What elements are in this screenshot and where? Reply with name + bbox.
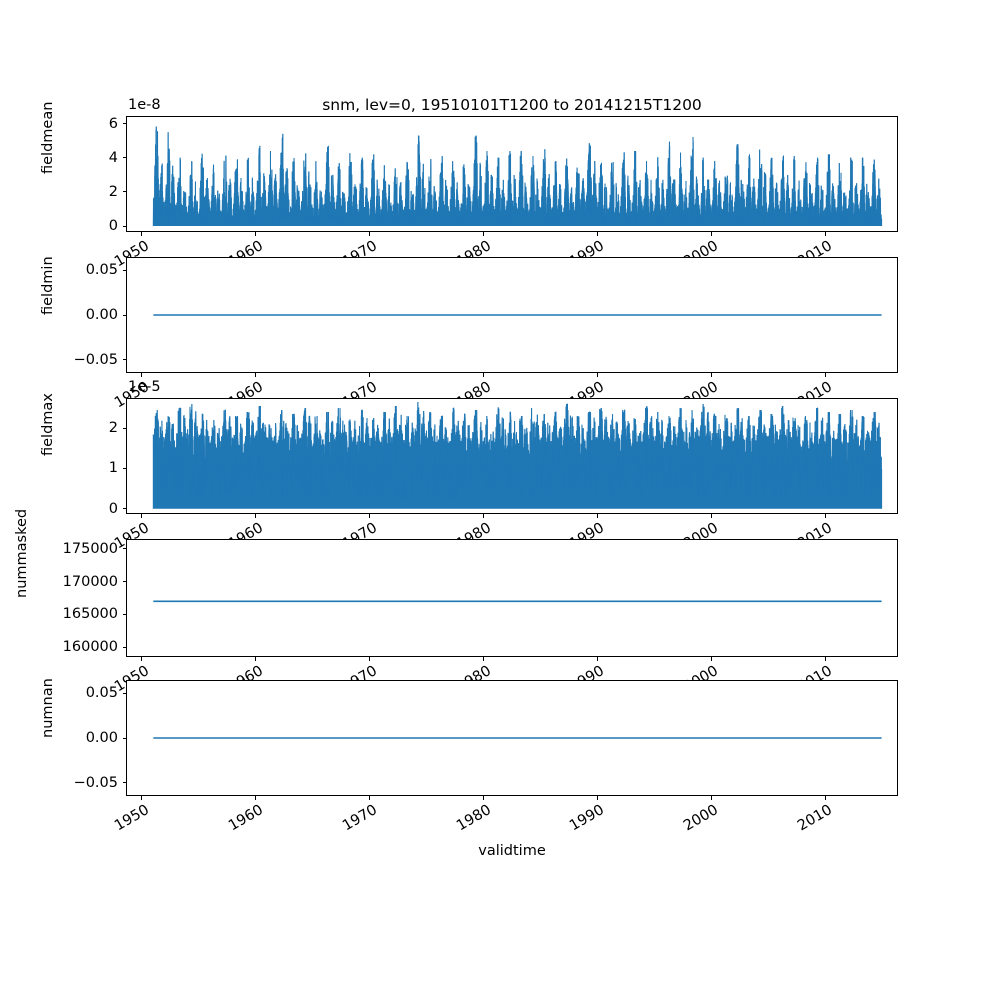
y-axis-offset-text: 1e-5	[128, 379, 161, 395]
axes-frame-nummasked	[126, 539, 898, 657]
y-tick-label: 0.05	[85, 262, 118, 279]
y-tick-label: 0.00	[85, 730, 118, 746]
subplot-fieldmin: −0.05 0.00 0.05 fieldmin 1950 1960 1970 1980 199…	[40, 256, 898, 411]
y-tick-mark	[122, 225, 126, 227]
x-tick-mark	[369, 657, 371, 661]
x-tick-mark	[141, 514, 143, 518]
x-tick-mark	[596, 514, 598, 518]
y-tick-label: 170000	[62, 573, 118, 590]
x-tick-mark	[483, 514, 485, 518]
data-line-fieldmean	[152, 126, 883, 227]
x-tick-label: 1970	[339, 802, 380, 835]
y-tick-label: 2	[108, 420, 118, 437]
x-tick-mark	[141, 657, 143, 661]
y-tick-mark	[122, 581, 126, 583]
data-line-fieldmin	[153, 314, 882, 316]
x-tick-mark	[824, 657, 826, 661]
y-tick-mark	[122, 548, 126, 550]
subplot-fieldmean: 0 2 4 6 1e-8 fieldmean 1950 1960 1970 1980 1990 200…	[40, 97, 898, 270]
x-tick-mark	[824, 514, 826, 518]
y-tick-label: 0	[108, 500, 118, 517]
y-tick-mark	[122, 157, 126, 159]
y-tick-mark	[122, 782, 126, 784]
x-tick-mark	[824, 232, 826, 236]
x-tick-mark	[141, 232, 143, 236]
y-tick-mark	[122, 646, 126, 648]
subplot-numnan: −0.05 0.00 0.05 numnan 1950 1960 1970 1980 1990 2…	[40, 678, 898, 834]
y-tick-mark	[122, 467, 126, 469]
figure-title: snm, lev=0, 19510101T1200 to 20141215T12…	[322, 96, 702, 114]
x-tick-label: 1950	[111, 802, 152, 835]
y-tick-label: 165000	[62, 606, 118, 623]
y-tick-label: 175000	[62, 540, 118, 557]
y-tick-label: 0	[108, 218, 118, 235]
y-axis-offset-text: 1e-8	[128, 97, 161, 113]
x-tick-mark	[596, 796, 598, 800]
y-tick-mark	[122, 427, 126, 429]
y-tick-mark	[122, 123, 126, 125]
x-tick-label: 1980	[453, 802, 494, 835]
y-tick-label: 0.00	[85, 307, 118, 323]
x-tick-mark	[483, 373, 485, 377]
y-tick-label: −0.05	[73, 774, 118, 791]
x-tick-mark	[710, 514, 712, 518]
y-tick-mark	[122, 191, 126, 193]
x-tick-mark	[483, 657, 485, 661]
x-tick-mark	[141, 796, 143, 800]
subplot-nummasked: 160000165000170000175000nummasked1950196…	[14, 509, 898, 695]
y-tick-label: 4	[108, 149, 118, 166]
x-tick-mark	[369, 796, 371, 800]
y-tick-mark	[122, 737, 126, 739]
y-tick-label: 6	[108, 115, 118, 132]
y-tick-label: 0.05	[85, 685, 118, 702]
x-tick-label: 1960	[225, 802, 266, 835]
x-tick-mark	[369, 232, 371, 236]
x-tick-mark	[141, 373, 143, 377]
subplot-fieldmax: 0 1 2 1e-5 fieldmax 1950 1960 1970 1980 1990 2000 2…	[40, 379, 898, 552]
y-tick-mark	[122, 508, 126, 510]
x-tick-mark	[255, 657, 257, 661]
y-tick-label: −0.05	[73, 351, 118, 368]
x-tick-label: 2000	[681, 802, 722, 835]
data-line-fieldmax	[152, 402, 883, 509]
y-tick-label: 1	[108, 460, 118, 477]
x-tick-mark	[596, 232, 598, 236]
x-tick-mark	[369, 373, 371, 377]
x-tick-mark	[596, 657, 598, 661]
x-tick-mark	[483, 796, 485, 800]
data-line-nummasked	[153, 600, 882, 603]
x-tick-mark	[596, 373, 598, 377]
y-tick-mark	[122, 692, 126, 694]
x-tick-mark	[824, 373, 826, 377]
x-tick-mark	[710, 657, 712, 661]
x-tick-label: 2010	[795, 802, 836, 835]
x-tick-mark	[255, 232, 257, 236]
x-axis-label: validtime	[478, 843, 546, 859]
y-tick-mark	[122, 359, 126, 361]
x-tick-mark	[824, 796, 826, 800]
x-tick-mark	[255, 796, 257, 800]
y-tick-label: 160000	[62, 639, 118, 656]
data-line-numnan	[153, 737, 882, 739]
x-tick-mark	[255, 514, 257, 518]
x-tick-label: 1990	[567, 802, 608, 835]
x-tick-mark	[710, 373, 712, 377]
y-tick-mark	[122, 613, 126, 615]
y-tick-mark	[122, 314, 126, 316]
x-tick-mark	[710, 232, 712, 236]
x-tick-mark	[369, 514, 371, 518]
x-tick-mark	[255, 373, 257, 377]
x-tick-mark	[710, 796, 712, 800]
x-tick-mark	[483, 232, 485, 236]
y-tick-label: 2	[108, 183, 118, 200]
y-tick-mark	[122, 269, 126, 271]
